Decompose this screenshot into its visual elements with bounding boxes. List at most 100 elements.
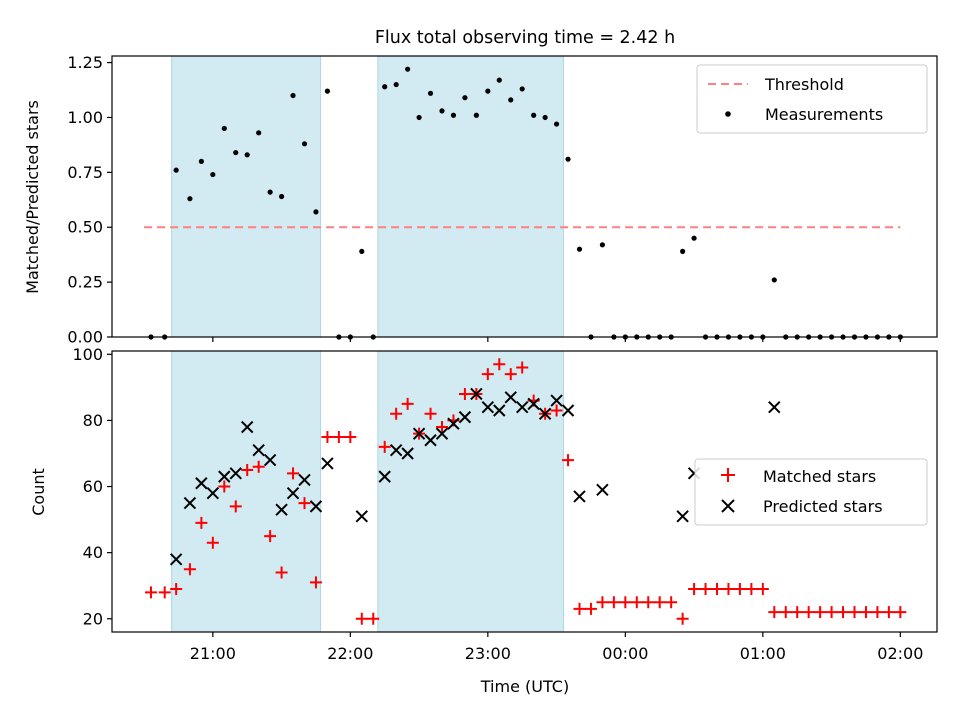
y-tick-label: 0.50 — [67, 218, 103, 237]
predicted-marker — [241, 420, 254, 434]
measurement-point — [278, 193, 285, 200]
predicted-marker — [493, 404, 506, 417]
matched-marker — [882, 606, 895, 619]
measurement-point — [256, 130, 262, 136]
matched-marker — [252, 460, 265, 473]
measurement-point — [473, 112, 479, 118]
measurement-point — [565, 156, 571, 162]
matched-marker — [756, 583, 769, 596]
matched-marker — [699, 583, 712, 596]
ratio-panel: 0.00 0.25 0.50 0.75 1.00 1.25 Matched/Predict… — [23, 53, 938, 347]
predicted-marker — [401, 447, 414, 460]
shaded-interval-2 — [377, 55, 564, 338]
legend-measurements-label: Measurements — [765, 105, 883, 124]
measurement-point — [542, 114, 548, 121]
matched-marker — [493, 358, 506, 371]
x-tick-label: 21:00 — [190, 644, 236, 663]
count-panel: Matched stars Predicted stars 20 40 60 80 10… — [29, 345, 938, 696]
measurement-point — [244, 152, 250, 158]
matched-marker — [653, 596, 666, 609]
matched-marker — [481, 368, 494, 381]
predicted-marker — [504, 391, 517, 404]
matched-marker — [642, 596, 655, 609]
measurement-point — [519, 86, 525, 92]
top-legend-box — [696, 64, 928, 134]
x-tick-label: 02:00 — [877, 644, 923, 663]
matched-marker — [837, 606, 850, 619]
predicted-marker — [573, 490, 586, 503]
predicted-marker — [561, 404, 575, 417]
matched-marker — [287, 467, 300, 480]
predicted-marker — [424, 434, 437, 447]
y-tick-label: 40 — [83, 543, 103, 562]
matched-marker — [779, 606, 792, 619]
measurement-point — [508, 97, 514, 103]
matched-marker — [871, 606, 884, 619]
measurement-point — [210, 171, 216, 178]
legend-matched-label: Matched stars — [763, 467, 876, 486]
predicted-marker — [206, 486, 220, 500]
matched-marker — [665, 596, 678, 609]
chart-title: Flux total observing time = 2.42 h — [375, 28, 675, 48]
predicted-marker — [538, 407, 552, 421]
matched-marker — [401, 397, 414, 410]
matched-marker — [584, 602, 597, 615]
predicted-marker — [195, 477, 208, 490]
predicted-marker — [298, 473, 311, 487]
predicted-marker — [768, 400, 781, 414]
measurement-point — [198, 158, 204, 164]
matched-marker — [390, 407, 403, 420]
matched-marker — [711, 583, 723, 596]
top-y-axis-label: Matched/Predicted stars — [23, 100, 42, 294]
bottom-legend-box — [694, 458, 928, 526]
matched-marker — [378, 440, 391, 453]
legend-threshold-label: Threshold — [764, 75, 844, 94]
predicted-marker — [275, 503, 288, 516]
predicted-marker — [309, 500, 323, 513]
measurement-point — [187, 196, 193, 202]
shaded-interval-2 — [377, 350, 564, 633]
measurement-point — [221, 125, 227, 132]
matched-points — [144, 358, 907, 625]
predicted-marker — [412, 427, 426, 440]
matched-marker — [733, 583, 746, 596]
matched-marker — [516, 361, 529, 374]
matched-marker — [144, 586, 157, 599]
x-tick-label: 22:00 — [327, 644, 373, 663]
matched-marker — [676, 612, 689, 625]
measurement-point — [427, 90, 434, 96]
measurement-point — [301, 141, 308, 147]
top-shaded-intervals — [171, 55, 564, 338]
measurement-point — [496, 77, 502, 83]
predicted-marker — [286, 486, 300, 500]
x-tick-label: 00:00 — [602, 644, 648, 663]
predicted-marker — [435, 427, 449, 440]
measurement-point — [531, 112, 537, 118]
y-tick-label: 80 — [83, 411, 103, 430]
matched-marker — [229, 500, 242, 513]
matched-marker — [688, 583, 701, 596]
predicted-marker — [596, 483, 609, 497]
matched-marker — [206, 536, 219, 549]
matched-marker — [550, 404, 563, 417]
predicted-marker — [169, 553, 183, 566]
measurement-point — [393, 81, 399, 88]
matched-marker — [596, 596, 609, 609]
top-y-ticks: 0.00 0.25 0.50 0.75 1.00 1.25 — [67, 53, 112, 347]
measurement-point — [233, 149, 239, 156]
y-tick-label: 1.25 — [67, 53, 103, 72]
top-x-ticks — [212, 337, 901, 342]
matched-marker — [859, 606, 872, 619]
legend-predicted-swatch — [721, 499, 735, 513]
matched-marker — [619, 596, 632, 609]
matched-marker — [355, 612, 368, 625]
predicted-marker — [389, 443, 403, 457]
matched-marker — [848, 606, 861, 619]
matched-marker — [722, 583, 735, 596]
predicted-marker — [527, 397, 540, 411]
matched-marker — [573, 602, 586, 615]
matched-marker — [170, 583, 183, 596]
matched-marker — [814, 606, 827, 619]
matched-marker — [309, 576, 322, 589]
